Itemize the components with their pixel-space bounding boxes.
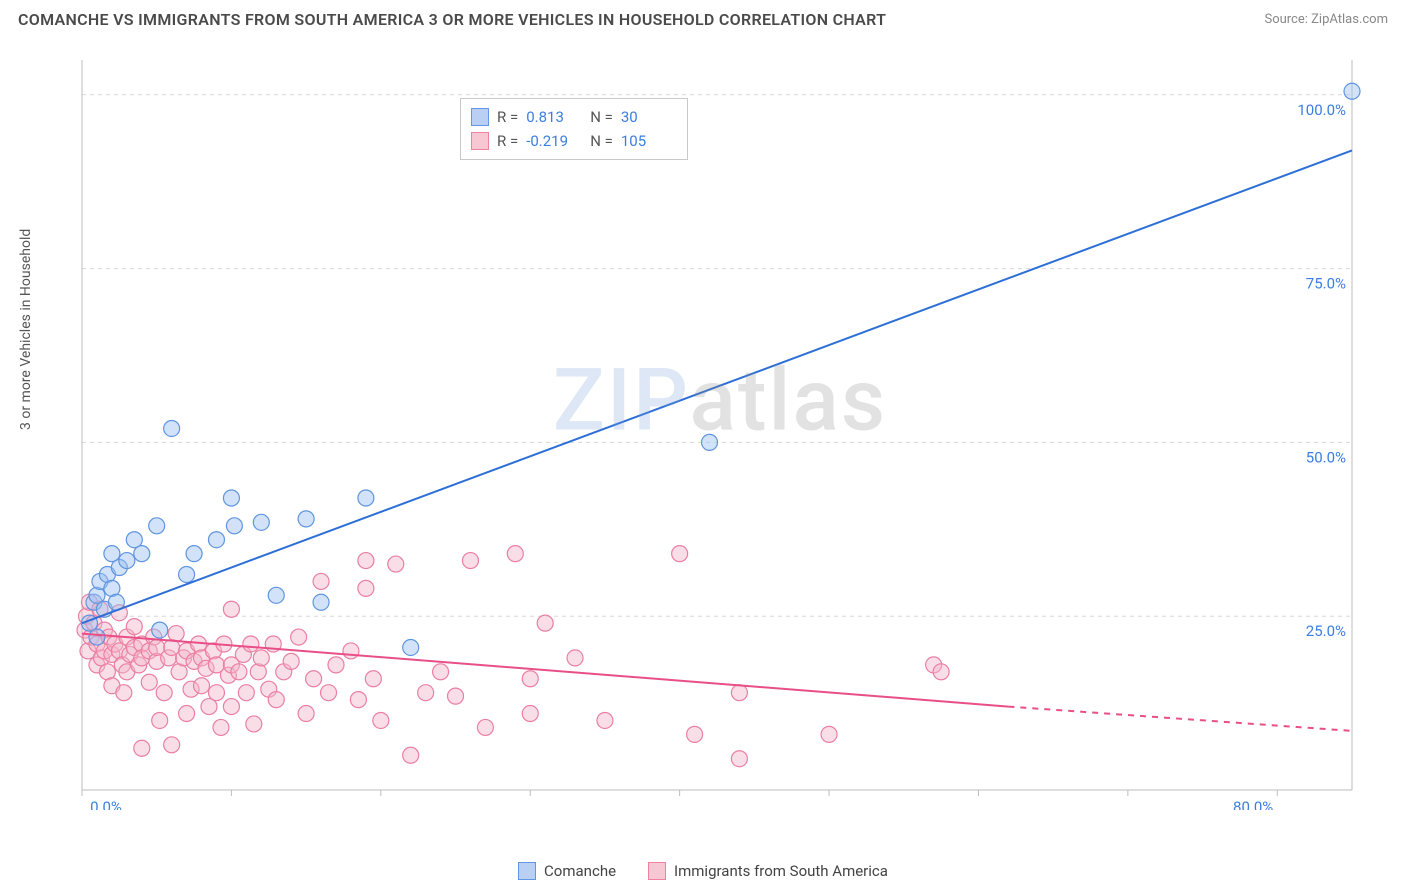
legend-swatch-blue-icon <box>518 862 536 880</box>
svg-text:80.0%: 80.0% <box>1233 798 1273 810</box>
legend-label-2: Immigrants from South America <box>674 862 888 880</box>
series2-n: 105 <box>621 129 677 153</box>
chart-area: 25.0%50.0%75.0%100.0%0.0%80.0% ZIPatlas … <box>60 50 1380 810</box>
stats-row-1: R = 0.813 N = 30 <box>471 105 677 129</box>
svg-text:0.0%: 0.0% <box>90 798 122 810</box>
legend-item-1: Comanche <box>518 862 616 880</box>
svg-text:100.0%: 100.0% <box>1297 101 1346 119</box>
y-axis-label: 3 or more Vehicles in Household <box>18 229 34 430</box>
scatter-chart: 25.0% 50.0% 75.0% 100.0% 0.0% 80.0% <box>60 50 1380 810</box>
stats-box: R = 0.813 N = 30 R = -0.219 N = 105 <box>460 98 688 160</box>
svg-text:75.0%: 75.0% <box>1306 275 1346 293</box>
n-label: N = <box>590 105 613 129</box>
bottom-legend: Comanche Immigrants from South America <box>0 862 1406 880</box>
n-label-2: N = <box>590 129 613 153</box>
stats-row-2: R = -0.219 N = 105 <box>471 129 677 153</box>
series1-n: 30 <box>621 105 677 129</box>
r-label: R = <box>497 105 518 129</box>
svg-text:25.0%: 25.0% <box>1306 622 1346 640</box>
swatch-pink-icon <box>471 132 489 150</box>
legend-item-2: Immigrants from South America <box>648 862 888 880</box>
chart-title: COMANCHE VS IMMIGRANTS FROM SOUTH AMERIC… <box>18 10 886 29</box>
r-label-2: R = <box>497 129 518 153</box>
legend-label-1: Comanche <box>544 862 616 880</box>
legend-swatch-pink-icon <box>648 862 666 880</box>
series2-r: -0.219 <box>526 129 582 153</box>
svg-text:50.0%: 50.0% <box>1306 448 1346 466</box>
source-label: Source: ZipAtlas.com <box>1264 12 1388 27</box>
swatch-blue-icon <box>471 108 489 126</box>
series1-r: 0.813 <box>526 105 582 129</box>
